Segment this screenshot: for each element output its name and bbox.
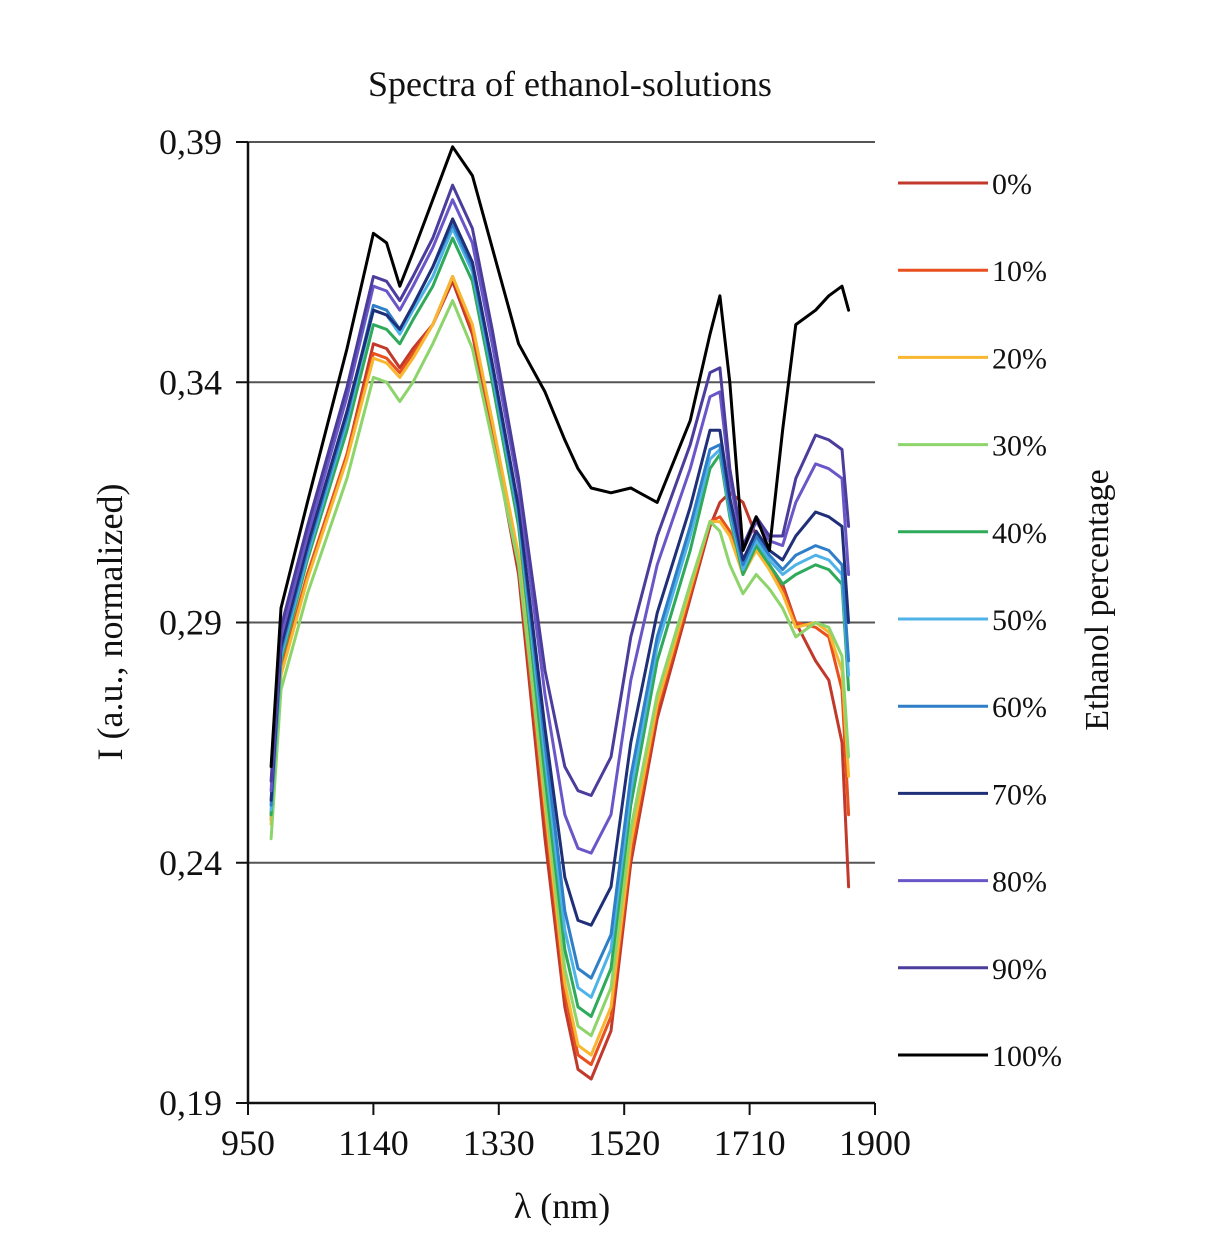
legend-label-7: 70% <box>992 778 1047 811</box>
legend-label-5: 50% <box>992 604 1047 637</box>
series-line-9 <box>269 183 851 797</box>
y-tick-label-1: 0,24 <box>159 843 222 883</box>
series-line-7 <box>269 217 851 927</box>
series-line-2 <box>269 275 851 1057</box>
x-tick-label-2: 1330 <box>463 1123 535 1163</box>
legend-label-1: 10% <box>992 255 1047 288</box>
series-line-8 <box>269 198 851 855</box>
legend: 0% 10% 20% 30% 40% 50% 60% 70% 80% 90% 100% <box>898 168 1062 1073</box>
tick-labels: 950 1140 1330 1520 1710 1900 0,19 0,24 0,29 0,34 0… <box>159 122 911 1163</box>
legend-label-0: 0% <box>992 168 1032 201</box>
series-line-6 <box>269 222 851 980</box>
x-tick-label-5: 1900 <box>839 1123 911 1163</box>
legend-label-2: 20% <box>992 342 1047 375</box>
y-tick-label-4: 0,39 <box>159 122 222 162</box>
legend-label-3: 30% <box>992 430 1047 463</box>
legend-label-8: 80% <box>992 866 1047 899</box>
x-axis-label: λ (nm) <box>514 1186 610 1226</box>
chart-title: Spectra of ethanol-solutions <box>368 64 772 104</box>
y-tick-label-0: 0,19 <box>159 1083 222 1123</box>
legend-title: Ethanol percentage <box>1079 469 1116 730</box>
legend-label-6: 60% <box>992 691 1047 724</box>
y-tick-label-3: 0,34 <box>159 362 222 402</box>
series-line-10 <box>269 145 851 769</box>
x-tick-label-4: 1710 <box>714 1123 786 1163</box>
legend-label-4: 40% <box>992 517 1047 550</box>
series-line-4 <box>269 236 851 1018</box>
series-line-1 <box>269 275 851 1067</box>
legend-label-10: 100% <box>992 1040 1062 1073</box>
axes <box>236 141 876 1115</box>
y-tick-label-2: 0,29 <box>159 603 222 643</box>
x-tick-label-0: 950 <box>221 1123 275 1163</box>
legend-label-9: 90% <box>992 953 1047 986</box>
x-tick-label-3: 1520 <box>588 1123 660 1163</box>
series-line-3 <box>269 299 851 1038</box>
x-tick-label-1: 1140 <box>338 1123 409 1163</box>
series-lines <box>269 145 851 1081</box>
y-axis-label: I (a.u., normalized) <box>90 484 130 761</box>
